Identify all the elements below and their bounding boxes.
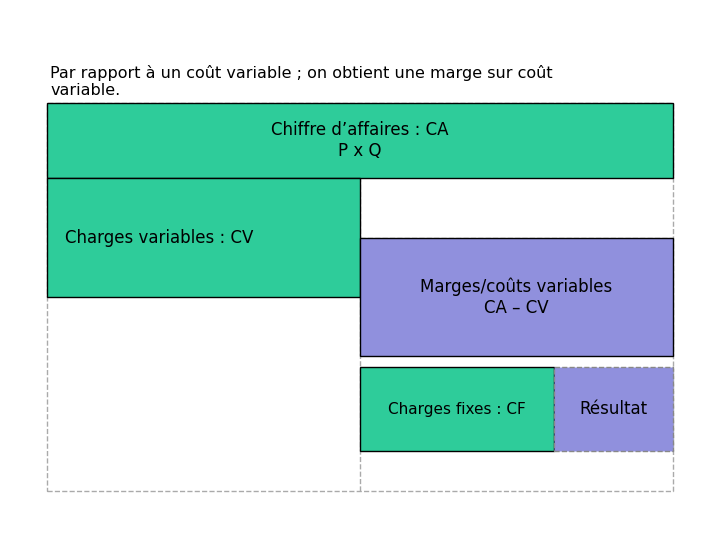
Bar xyxy=(360,238,673,356)
Bar xyxy=(554,367,673,451)
Bar xyxy=(360,367,554,451)
Text: Charges variables : CV: Charges variables : CV xyxy=(65,228,253,247)
Bar xyxy=(47,103,673,178)
Text: Chiffre d’affaires : CA
P x Q: Chiffre d’affaires : CA P x Q xyxy=(271,121,449,160)
Text: Résultat: Résultat xyxy=(580,400,648,418)
Bar xyxy=(47,178,360,297)
Text: Charges fixes : CF: Charges fixes : CF xyxy=(388,402,526,417)
Text: Par rapport à un coût variable ; on obtient une marge sur coût
variable.: Par rapport à un coût variable ; on obti… xyxy=(50,65,553,98)
Text: Marges/coûts variables
CA – CV: Marges/coûts variables CA – CV xyxy=(420,278,613,316)
Bar xyxy=(47,103,673,491)
